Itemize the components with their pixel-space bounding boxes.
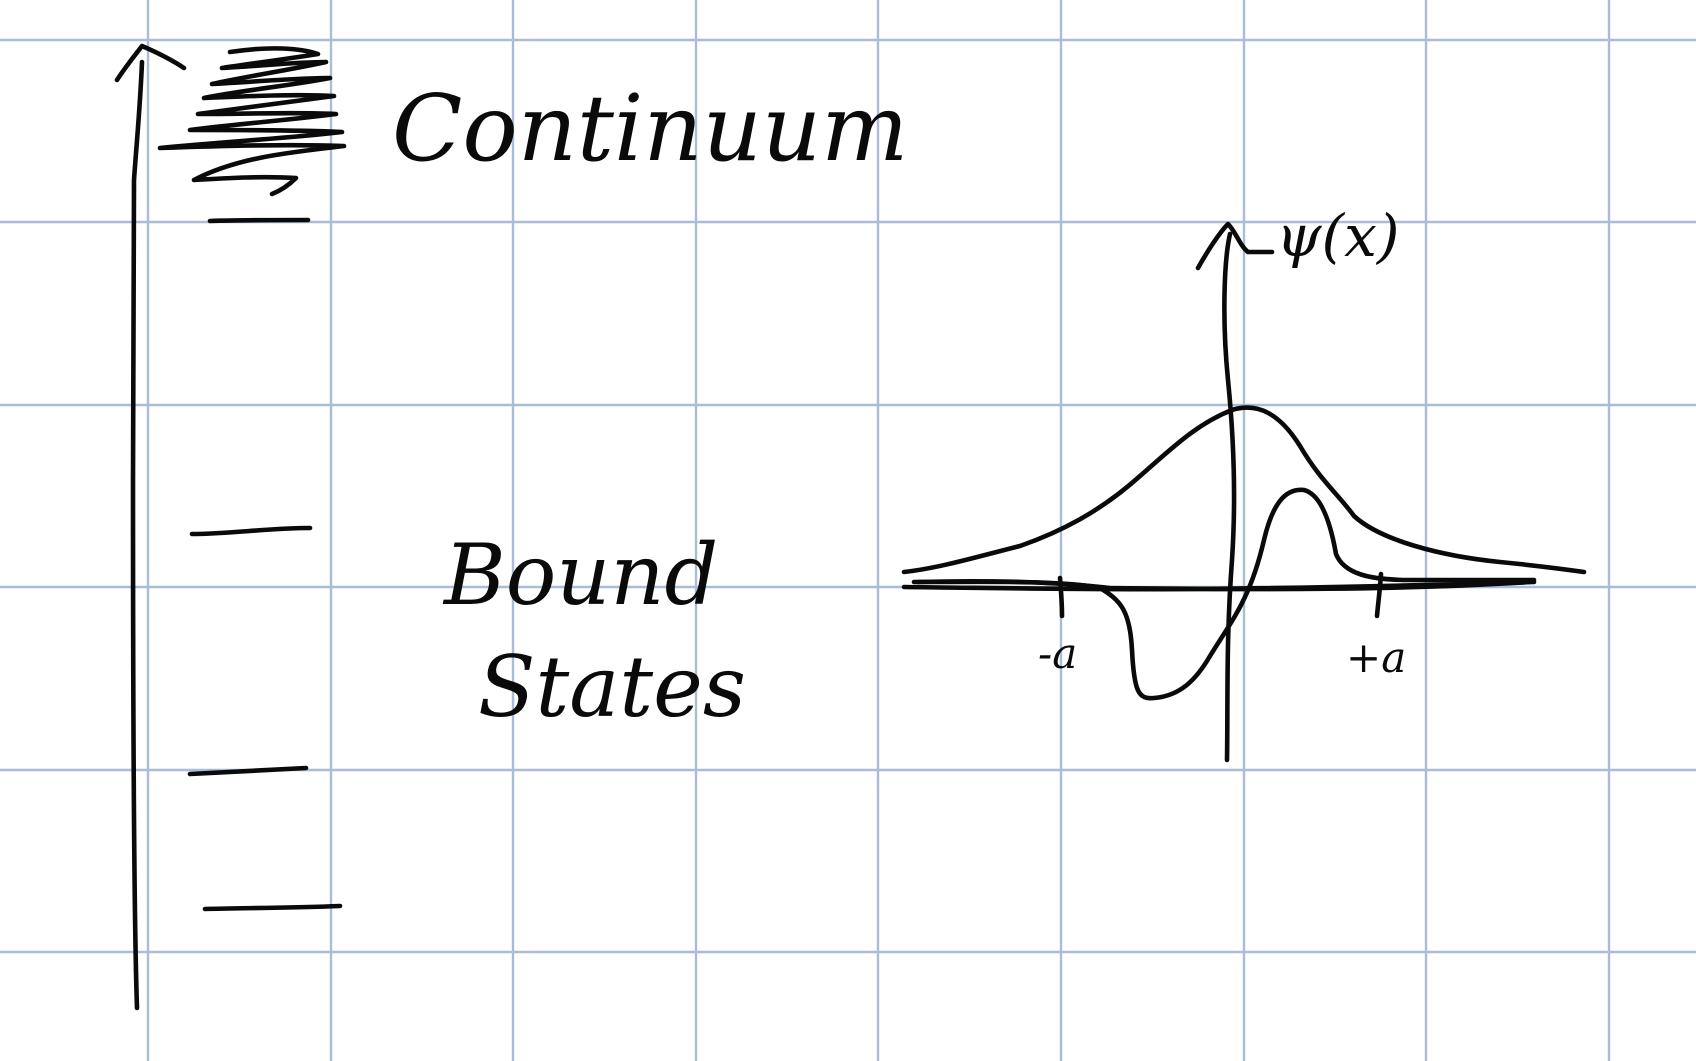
energy-level-upper xyxy=(207,217,311,224)
bound-states-label-line1: Bound xyxy=(442,526,718,624)
excited-state-curve xyxy=(911,487,1537,701)
continuum-band xyxy=(157,46,347,197)
energy-axis-arrowhead xyxy=(114,43,187,83)
energy-level-diagram xyxy=(114,43,347,1011)
ground-state-curve xyxy=(901,405,1587,575)
tick-minus-a xyxy=(1057,575,1065,619)
continuum-label: Continuum xyxy=(392,75,908,182)
bound-states-label-line2: States xyxy=(478,638,746,736)
wavefunction-plot xyxy=(901,221,1587,763)
energy-axis xyxy=(130,59,145,1011)
psi-axis xyxy=(1222,231,1237,763)
psi-axis-arrowhead xyxy=(1195,221,1275,271)
psi-axis-label: ψ(x) xyxy=(1276,202,1399,270)
energy-level-1 xyxy=(202,903,343,912)
energy-level-3 xyxy=(189,525,313,537)
tick-label-minus-a: -a xyxy=(1038,629,1077,678)
energy-level-2 xyxy=(187,765,309,777)
tick-label-plus-a: +a xyxy=(1346,633,1406,682)
